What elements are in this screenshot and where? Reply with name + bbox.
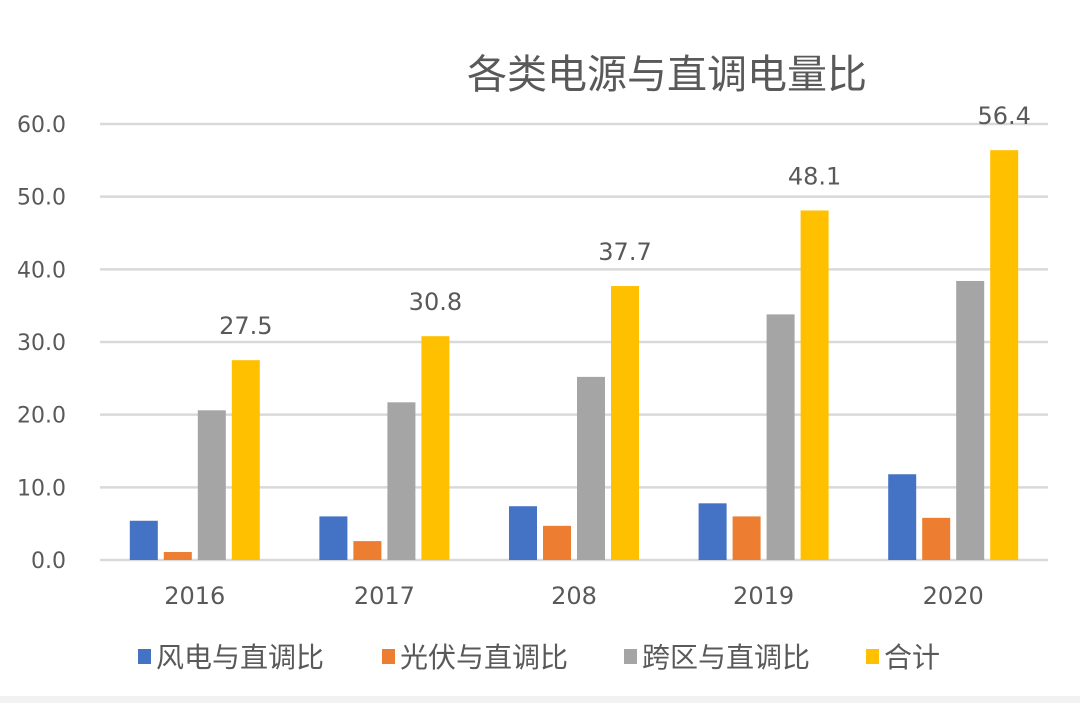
data-label: 30.8 xyxy=(409,288,462,316)
legend-item-label: 光伏与直调比 xyxy=(400,641,568,674)
bar xyxy=(611,286,639,560)
x-axis: 2016 2017 208 2019 2020 xyxy=(164,582,983,610)
bar xyxy=(766,314,795,560)
legend-swatch-icon xyxy=(624,649,637,664)
legend-swatch-icon xyxy=(382,649,395,664)
bar xyxy=(543,525,571,560)
bar xyxy=(922,517,951,560)
x-tick-label: 208 xyxy=(551,582,597,610)
chart-title: 各类电源与直调电量比 xyxy=(467,52,867,98)
bar xyxy=(231,360,260,560)
bar xyxy=(421,336,450,560)
legend-item-label: 风电与直调比 xyxy=(156,641,324,674)
y-tick-label: 0.0 xyxy=(31,549,66,574)
bar xyxy=(163,552,192,560)
bar xyxy=(698,503,727,560)
legend-swatch-icon xyxy=(138,649,151,664)
bar xyxy=(888,474,917,560)
bar xyxy=(800,210,829,560)
x-tick-label: 2017 xyxy=(354,582,415,610)
y-tick-label: 60.0 xyxy=(17,113,66,138)
data-label: 37.7 xyxy=(598,238,651,266)
data-label: 27.5 xyxy=(219,312,272,340)
y-axis: 0.0 10.0 20.0 30.0 40.0 50.0 60.0 xyxy=(17,113,66,574)
bar xyxy=(732,516,761,560)
y-tick-label: 20.0 xyxy=(17,404,66,429)
bar xyxy=(129,520,158,560)
y-tick-label: 10.0 xyxy=(17,476,66,501)
bar xyxy=(956,280,985,560)
bar xyxy=(990,150,1019,560)
bar xyxy=(577,376,605,560)
x-tick-label: 2020 xyxy=(923,582,984,610)
y-tick-label: 40.0 xyxy=(17,258,66,283)
legend-item-label: 跨区与直调比 xyxy=(642,641,810,674)
y-tick-label: 50.0 xyxy=(17,186,66,211)
y-tick-label: 30.0 xyxy=(17,331,66,356)
bar xyxy=(353,541,382,560)
bar xyxy=(387,402,416,560)
bar xyxy=(319,516,348,560)
legend: 风电与直调比 光伏与直调比 跨区与直调比 合计 xyxy=(138,641,940,674)
x-tick-label: 2016 xyxy=(164,582,225,610)
bottom-band xyxy=(0,696,1080,703)
legend-swatch-icon xyxy=(866,649,879,664)
x-tick-label: 2019 xyxy=(733,582,794,610)
bar xyxy=(197,410,226,560)
data-label: 56.4 xyxy=(977,102,1030,130)
bar xyxy=(509,506,537,560)
data-label: 48.1 xyxy=(788,162,841,190)
legend-item-label: 合计 xyxy=(884,641,940,674)
bar-series: 27.5 30.8 37.7 48.1 56.4 xyxy=(129,102,1031,560)
